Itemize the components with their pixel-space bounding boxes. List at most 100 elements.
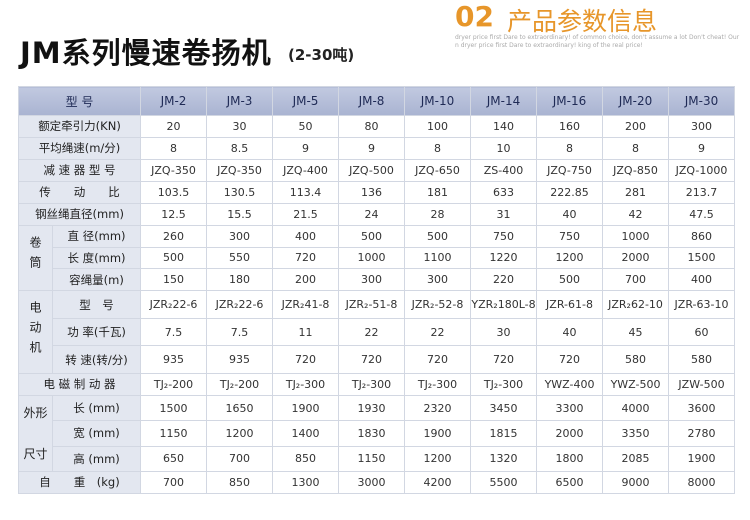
value-cell: 9: [668, 136, 736, 160]
table-row: 额定牵引力(KN) 20 30 50 80 100 140 160 200 300: [17, 115, 736, 138]
value-cell: TJ₂-300: [272, 372, 340, 396]
value-cell: 400: [668, 268, 736, 292]
value-cell: 1200: [536, 246, 604, 270]
model-header: JM-10: [404, 86, 472, 116]
value-cell: 100: [404, 115, 472, 138]
model-header: JM-8: [338, 86, 406, 116]
value-cell: 3450: [470, 394, 538, 422]
value-cell: 8: [536, 136, 604, 160]
value-cell: JZR₂41-8: [272, 290, 340, 319]
value-cell: 720: [404, 345, 472, 374]
value-cell: JZR₂-52-8: [404, 290, 472, 319]
table-row: 功 率(千瓦) 7.5 7.5 11 22 22 30 40 45 60: [19, 317, 736, 347]
group-label: 电动机: [18, 290, 53, 374]
group-text: 尺寸: [23, 447, 48, 462]
table-row: 平均绳速(m/分) 8 8.5 9 9 8 10 8 8 9: [17, 136, 736, 160]
table-row: 卷筒直 径(mm) 260 300 400 500 500 750 750 1000 860: [18, 224, 736, 292]
value-cell: 1815: [470, 420, 538, 447]
row-label: 宽 (mm): [51, 420, 142, 447]
value-cell: JZQ-350: [206, 158, 274, 182]
value-cell: 8000: [668, 470, 736, 495]
value-cell: 220: [470, 268, 538, 292]
value-cell: 180: [206, 268, 274, 292]
row-label: 自 重 (kg): [17, 470, 142, 495]
value-cell: 1200: [404, 445, 472, 472]
value-cell: 45: [602, 317, 670, 347]
value-cell: 720: [536, 345, 604, 374]
value-cell: TJ₂-200: [140, 372, 208, 396]
value-cell: 300: [668, 115, 736, 138]
value-cell: 7.5: [140, 317, 208, 347]
value-cell: 40: [536, 202, 604, 226]
subtitle: (2-30吨): [288, 46, 355, 64]
value-cell: JZQ-400: [272, 158, 340, 182]
value-cell: 22: [338, 317, 406, 347]
value-cell: 31: [470, 202, 538, 226]
value-cell: JZW-500: [668, 372, 736, 396]
group-text: 外形: [23, 406, 48, 421]
value-cell: TJ₂-300: [404, 372, 472, 396]
value-cell: 2085: [602, 445, 670, 472]
value-cell: 500: [140, 246, 208, 270]
value-cell: 281: [602, 180, 670, 204]
value-cell: 300: [404, 268, 472, 292]
section-number: 02: [455, 0, 494, 33]
model-header: JM-14: [470, 86, 538, 116]
value-cell: 2320: [404, 394, 472, 422]
header-label: 型 号: [17, 86, 142, 116]
value-cell: JZQ-850: [602, 158, 670, 182]
value-cell: 200: [272, 268, 340, 292]
value-cell: 500: [404, 224, 472, 248]
model-header: JM-16: [536, 86, 604, 116]
value-cell: 40: [536, 317, 604, 347]
value-cell: ZS-400: [470, 158, 538, 182]
value-cell: 3350: [602, 420, 670, 447]
value-cell: 700: [602, 268, 670, 292]
value-cell: 300: [206, 224, 274, 248]
row-label: 长 (mm): [51, 394, 142, 422]
value-cell: 650: [140, 445, 208, 472]
model-header: JM-2: [140, 86, 208, 116]
value-cell: TJ₂-300: [338, 372, 406, 396]
table-row: 减 速 器 型 号 JZQ-350 JZQ-350 JZQ-400 JZQ-500 JZQ…: [17, 158, 736, 182]
value-cell: 140: [470, 115, 538, 138]
value-cell: 4000: [602, 394, 670, 422]
value-cell: 10: [470, 136, 538, 160]
value-cell: 8: [404, 136, 472, 160]
row-label: 容绳量(m): [51, 268, 142, 292]
value-cell: 1830: [338, 420, 406, 447]
model-header: JM-5: [272, 86, 340, 116]
value-cell: 130.5: [206, 180, 274, 204]
value-cell: 7.5: [206, 317, 274, 347]
value-cell: 1000: [602, 224, 670, 248]
value-cell: 136: [338, 180, 406, 204]
value-cell: 4200: [404, 470, 472, 495]
value-cell: 1930: [338, 394, 406, 422]
value-cell: JZR₂22-6: [206, 290, 274, 319]
value-cell: 1100: [404, 246, 472, 270]
value-cell: 1900: [272, 394, 340, 422]
value-cell: 1900: [668, 445, 736, 472]
value-cell: 1800: [536, 445, 604, 472]
value-cell: 850: [272, 445, 340, 472]
value-cell: 750: [536, 224, 604, 248]
value-cell: 1000: [338, 246, 406, 270]
value-cell: 213.7: [668, 180, 736, 204]
value-cell: 935: [206, 345, 274, 374]
row-label: 直 径(mm): [51, 224, 142, 248]
table-row: 传 动 比 103.5 130.5 113.4 136 181 633 222.85 281 21…: [17, 180, 736, 204]
value-cell: 8.5: [206, 136, 274, 160]
section-title: 产品参数信息: [507, 7, 658, 36]
row-label: 平均绳速(m/分): [17, 136, 142, 160]
table-row: 宽 (mm) 1150 1200 1400 1830 1900 1815 2000 3350 27…: [19, 420, 736, 447]
table-row: 高 (mm) 650 700 850 1150 1200 1320 1800 2085 1900: [19, 445, 736, 472]
value-cell: 22: [404, 317, 472, 347]
model-header: JM-3: [206, 86, 274, 116]
value-cell: 200: [602, 115, 670, 138]
value-cell: 1220: [470, 246, 538, 270]
row-label: 长 度(mm): [51, 246, 142, 270]
value-cell: 9000: [602, 470, 670, 495]
value-cell: JZQ-500: [338, 158, 406, 182]
value-cell: 720: [338, 345, 406, 374]
